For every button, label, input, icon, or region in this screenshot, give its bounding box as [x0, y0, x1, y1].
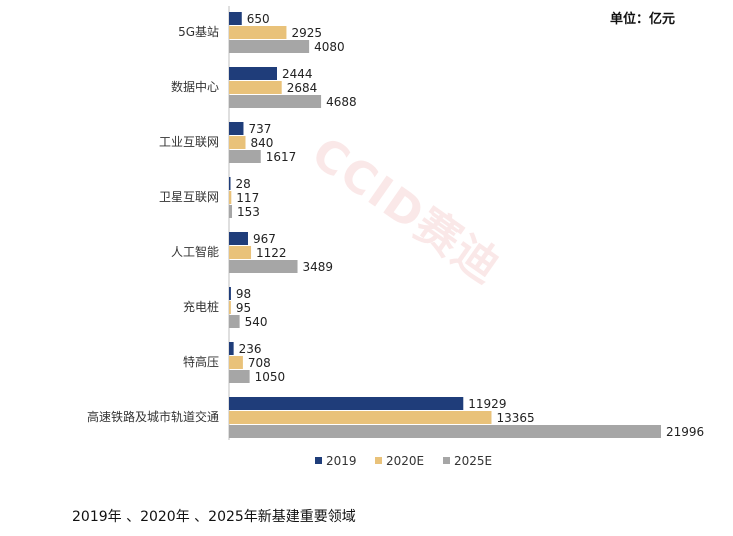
data-label: 13365	[496, 411, 534, 425]
bar-2025e	[229, 370, 250, 383]
category-label: 高速铁路及城市轨道交通	[87, 409, 219, 424]
data-label: 236	[239, 342, 262, 356]
data-label: 2925	[291, 26, 322, 40]
category-label: 工业互联网	[159, 135, 219, 149]
bar-2019	[229, 342, 234, 355]
legend-label: 2020E	[386, 454, 424, 468]
legend-swatch	[315, 457, 322, 464]
category-label: 特高压	[183, 354, 219, 369]
bar-2019	[229, 397, 464, 410]
data-label: 4080	[314, 40, 345, 54]
bar-2025e	[229, 205, 233, 218]
bar-2025e	[229, 150, 261, 163]
bar-2020e	[229, 81, 282, 94]
category-label: 5G基站	[178, 25, 219, 39]
legend-label: 2019	[326, 454, 357, 468]
data-label: 840	[250, 136, 273, 150]
data-label: 3489	[303, 260, 334, 274]
data-label: 737	[248, 122, 271, 136]
legend-label: 2025E	[454, 454, 492, 468]
data-label: 2444	[282, 67, 313, 81]
bar-2020e	[229, 356, 243, 369]
bar-2020e	[229, 136, 246, 149]
bar-2020e	[229, 26, 287, 39]
data-label: 1050	[255, 370, 286, 384]
category-label: 卫星互联网	[159, 190, 219, 204]
bar-2020e	[229, 301, 231, 314]
data-label: 153	[237, 205, 260, 219]
data-label: 95	[236, 301, 251, 315]
data-label: 708	[248, 356, 271, 370]
data-label: 28	[236, 177, 251, 191]
bar-2020e	[229, 411, 492, 424]
data-label: 11929	[468, 397, 506, 411]
legend-swatch	[375, 457, 382, 464]
bar-2019	[229, 122, 244, 135]
chart-caption: 2019年 、2020年 、2025年新基建重要领域	[72, 509, 356, 525]
data-label: 98	[236, 287, 251, 301]
category-label: 数据中心	[171, 79, 219, 94]
data-label: 1617	[266, 150, 297, 164]
data-label: 21996	[666, 425, 704, 439]
category-label: 人工智能	[171, 244, 219, 259]
bar-2025e	[229, 425, 661, 438]
bar-2025e	[229, 260, 298, 273]
data-label: 967	[253, 232, 276, 246]
data-label: 1122	[256, 246, 287, 260]
data-label: 650	[247, 12, 270, 26]
bar-2025e	[229, 95, 322, 108]
data-label: 540	[245, 315, 268, 329]
bar-2019	[229, 287, 231, 300]
legend-swatch	[443, 457, 450, 464]
bar-2020e	[229, 246, 252, 259]
bar-2020e	[229, 191, 232, 204]
bar-2025e	[229, 40, 310, 53]
bar-2019	[229, 67, 277, 80]
category-label: 充电桩	[183, 299, 219, 314]
data-label: 117	[236, 191, 259, 205]
data-label: 2684	[287, 81, 318, 95]
bar-2019	[229, 177, 231, 190]
data-label: 4688	[326, 95, 357, 109]
unit-label: 单位：亿元	[609, 12, 675, 27]
bar-2019	[229, 12, 242, 25]
bar-2019	[229, 232, 248, 245]
bar-2025e	[229, 315, 240, 328]
